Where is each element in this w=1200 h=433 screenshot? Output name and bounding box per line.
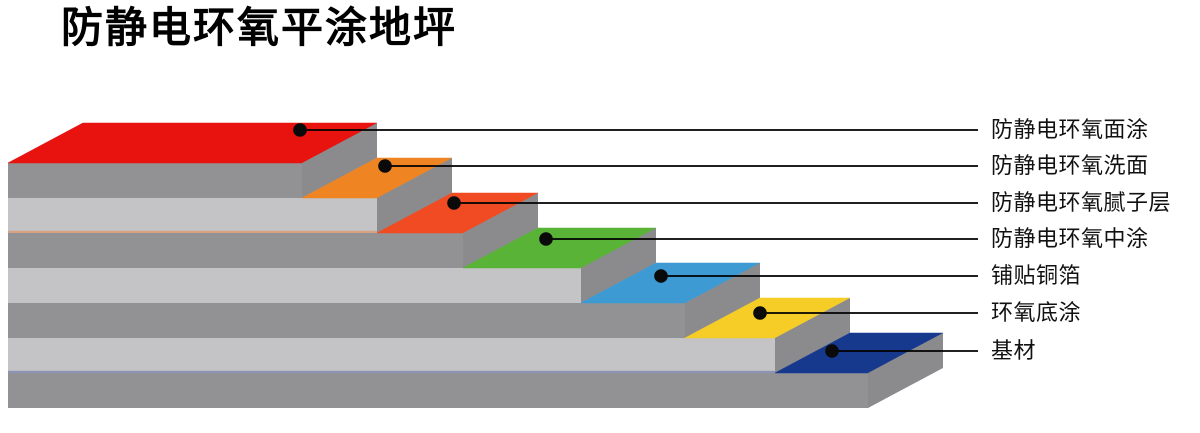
leader-dot	[378, 159, 392, 173]
leader-dot	[447, 196, 461, 210]
layer-side-face	[775, 298, 850, 373]
layer-front-face	[8, 163, 302, 198]
layer-front-face	[8, 268, 581, 303]
layer-side-face	[581, 228, 656, 303]
layer-front-face	[8, 198, 377, 233]
layer-side-face	[463, 193, 538, 268]
layer-label-midcoat: 防静电环氧中涂	[991, 226, 1149, 251]
layer-label-topcoat: 防静电环氧面涂	[991, 117, 1149, 142]
leader-dot	[753, 306, 767, 320]
layer-label-primer: 环氧底涂	[991, 300, 1082, 325]
page-title: 防静电环氧平涂地坪	[61, 4, 458, 51]
layer-front-face	[8, 303, 685, 338]
layer-label-putty: 防静电环氧腻子层	[991, 190, 1172, 215]
layer-front-face	[8, 373, 868, 408]
leader-dot	[825, 344, 839, 358]
leader-dot	[539, 232, 553, 246]
layer-edge-sliver	[8, 370, 775, 373]
layer-side-face	[302, 123, 377, 198]
layer-front-face	[8, 338, 775, 373]
layer-label-washcoat: 防静电环氧洗面	[991, 153, 1149, 178]
layer-side-face	[685, 263, 760, 338]
layer-front-face	[8, 233, 463, 268]
layer-edge-sliver	[8, 230, 377, 233]
layer-label-copperfoil: 铺贴铜箔	[991, 263, 1082, 288]
layer-label-substrate: 基材	[991, 338, 1037, 363]
leader-dot	[293, 123, 307, 137]
layer-side-face	[377, 158, 452, 233]
leader-dot	[654, 269, 668, 283]
